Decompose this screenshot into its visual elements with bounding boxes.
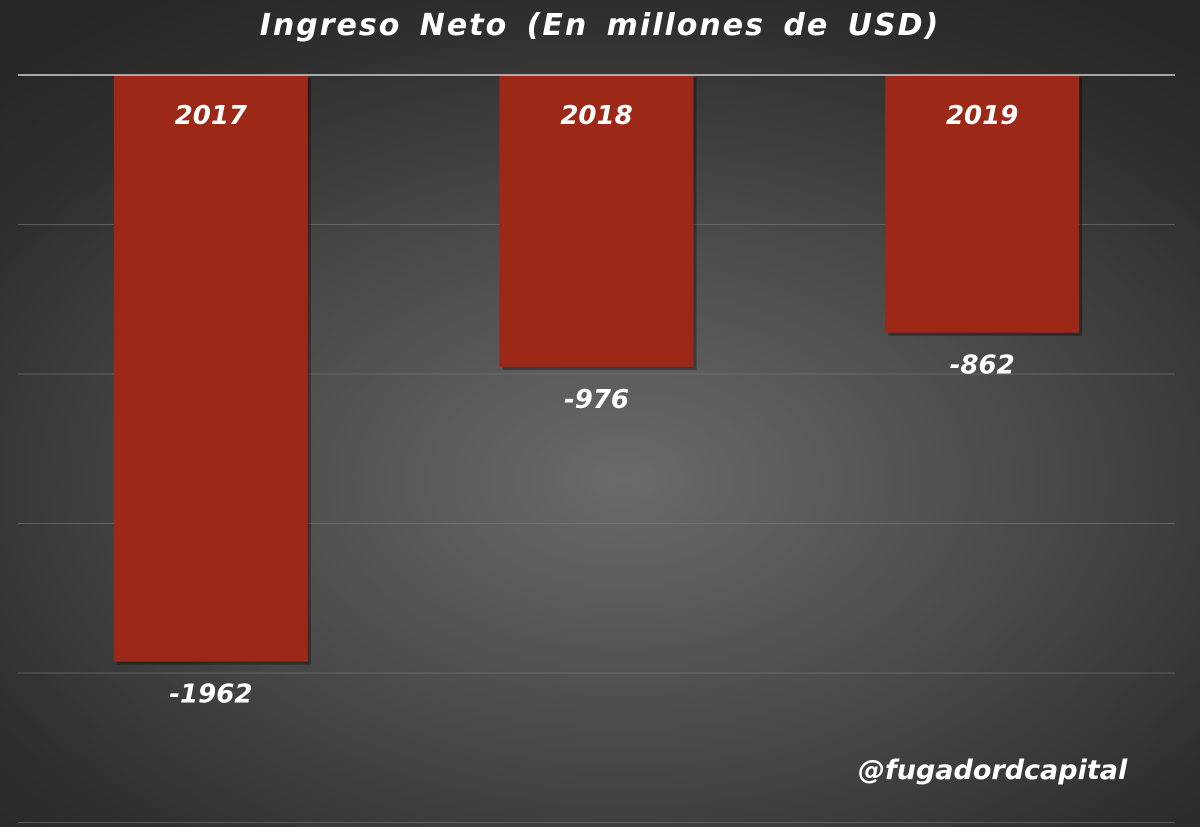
bar-2017 <box>113 75 308 662</box>
chart-title: Ingreso Neto (En millones de USD) <box>259 8 941 43</box>
value-label-2018: -976 <box>564 385 629 415</box>
category-label-2019: 2019 <box>946 101 1018 131</box>
watermark-handle: @fugadordcapital <box>858 755 1128 786</box>
value-label-2019: -862 <box>950 351 1015 381</box>
bar-2018 <box>499 75 694 367</box>
category-label-2018: 2018 <box>560 101 632 131</box>
bar-2019 <box>885 75 1080 333</box>
value-label-2017: -1962 <box>169 680 252 710</box>
category-label-2017: 2017 <box>175 101 248 131</box>
